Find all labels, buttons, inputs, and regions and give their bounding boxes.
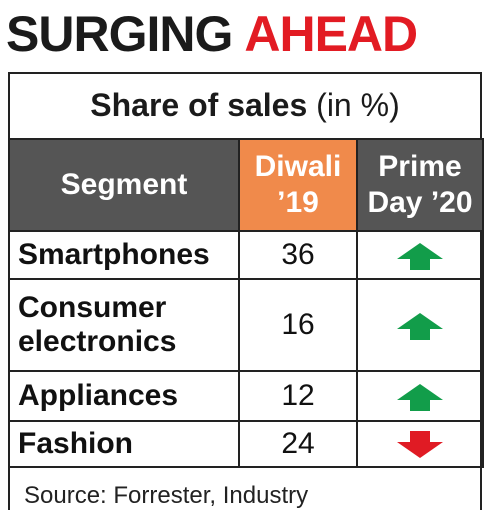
subtitle-bold: Share of sales <box>90 87 308 123</box>
segment-cell: Consumer electronics <box>8 278 240 372</box>
header-prime-line-1: Prime <box>378 150 462 183</box>
arrow-up-shape <box>397 243 443 271</box>
sales-share-table: Segment Diwali ’19 Prime Day ’20 Smartphon… <box>8 138 484 468</box>
arrow-up-shape <box>397 384 443 412</box>
diwali-value-cell: 16 <box>238 278 358 372</box>
headline: SURGING AHEAD <box>6 6 418 62</box>
subtitle-unit: (in %) <box>307 87 400 123</box>
headline-part-2: AHEAD <box>244 6 418 62</box>
header-diwali-line-1: Diwali <box>254 150 342 183</box>
table-row: Consumer electronics 16 <box>8 278 484 372</box>
segment-cell: Smartphones <box>8 230 240 280</box>
segment-cell: Appliances <box>8 370 240 422</box>
prime-day-trend-cell <box>356 278 484 372</box>
diwali-value-cell: 12 <box>238 370 358 422</box>
table-subtitle: Share of sales (in %) <box>8 72 482 138</box>
prime-day-trend-cell <box>356 230 484 280</box>
header-prime-line-2: Day ’20 <box>367 186 473 219</box>
table-body: Smartphones 36 Consumer electronics 16 Applia… <box>8 230 484 468</box>
source-note: Source: Forrester, Industry <box>24 482 309 509</box>
header-row: Segment Diwali ’19 Prime Day ’20 <box>8 138 484 232</box>
diwali-value-cell: 36 <box>238 230 358 280</box>
segment-label-line: Fashion <box>18 427 134 460</box>
up-arrow-icon <box>397 313 443 341</box>
segment-label-line: Appliances <box>18 379 179 412</box>
down-arrow-icon <box>397 431 443 459</box>
segment-label-line: electronics <box>18 325 177 358</box>
table-row: Appliances 12 <box>8 370 484 422</box>
header-diwali-line-2: ’19 <box>277 186 319 219</box>
table-row: Fashion 24 <box>8 420 484 468</box>
arrow-up-shape <box>397 313 443 341</box>
diwali-value-cell: 24 <box>238 420 358 468</box>
segment-cell: Fashion <box>8 420 240 468</box>
arrow-down-shape <box>397 431 443 459</box>
table-row: Smartphones 36 <box>8 230 484 280</box>
up-arrow-icon <box>397 243 443 271</box>
prime-day-trend-cell <box>356 370 484 422</box>
header-prime-day: Prime Day ’20 <box>356 138 484 232</box>
header-segment: Segment <box>8 138 240 232</box>
up-arrow-icon <box>397 384 443 412</box>
segment-label-line: Smartphones <box>18 238 210 271</box>
header-diwali: Diwali ’19 <box>238 138 358 232</box>
segment-label-line: Consumer <box>18 291 167 324</box>
prime-day-trend-cell <box>356 420 484 468</box>
headline-part-1: SURGING <box>6 6 233 62</box>
